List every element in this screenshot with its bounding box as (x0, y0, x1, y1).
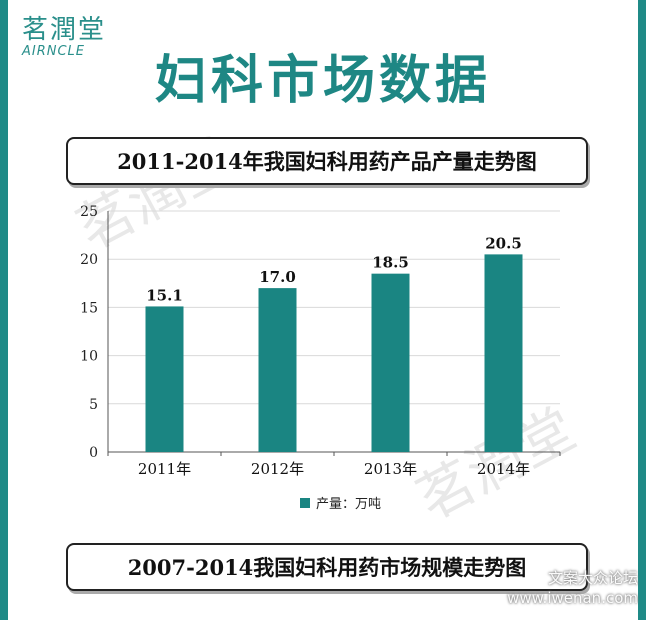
bar (371, 273, 410, 452)
data-label: 17.0 (259, 268, 296, 286)
chart-title: 2011-2014年我国妇科用药产品产量走势图 (66, 137, 588, 185)
legend-label: 产量：万吨 (316, 497, 381, 512)
x-tick-label: 2012年 (251, 460, 304, 478)
logo-en-text: AIRNCLE (22, 44, 86, 59)
x-tick-label: 2011年 (138, 460, 191, 478)
y-tick-label: 15 (80, 300, 98, 316)
logo-cn-text: 茗潤堂 (22, 15, 107, 45)
bar (258, 288, 297, 452)
left-border (0, 0, 8, 620)
y-tick-label: 10 (80, 349, 98, 365)
site-watermark-url: www.iwenan.com (507, 589, 638, 607)
page-title: 妇科市场数据 (154, 51, 491, 111)
x-tick-label: 2013年 (364, 460, 417, 478)
y-tick-label: 20 (80, 252, 98, 268)
site-watermark: 文案大众论坛 www.iwenan.com (507, 568, 638, 608)
y-tick-label: 0 (89, 445, 98, 461)
site-watermark-name: 文案大众论坛 (547, 569, 638, 587)
legend-swatch (300, 498, 310, 508)
right-border (638, 0, 646, 620)
bar (145, 306, 184, 452)
data-label: 18.5 (372, 254, 409, 272)
y-tick-label: 25 (80, 204, 98, 220)
y-tick-label: 5 (89, 397, 98, 413)
bar-chart: 0 5 10 15 20 25 15.1 17.0 18.5 20.5 2011年 2012年 20… (80, 204, 561, 512)
brand-logo: 茗潤堂 AIRNCLE (22, 16, 132, 66)
bar (484, 254, 523, 452)
x-tick-label: 2014年 (477, 460, 530, 478)
next-section-title: 2007-2014我国妇科用药市场规模走势图 (66, 543, 588, 591)
data-label: 20.5 (485, 234, 522, 252)
data-label: 15.1 (146, 286, 183, 304)
